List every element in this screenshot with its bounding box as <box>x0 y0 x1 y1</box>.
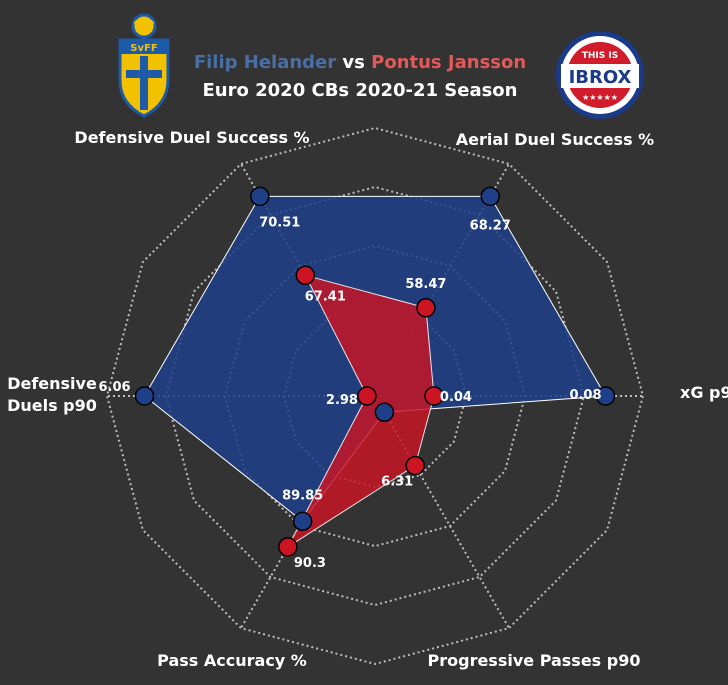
series-1-point-2 <box>480 186 500 207</box>
series-2-value-label-5: 90.3 <box>294 556 326 571</box>
series-1-point-4 <box>374 402 395 422</box>
player1-name: Filip Helander <box>193 52 337 73</box>
series-2-value-label-3: 0.04 <box>440 390 472 405</box>
series-2-point-2 <box>416 298 436 318</box>
series-1-point-3 <box>595 386 616 406</box>
series-1-value-label-2: 68.27 <box>470 218 511 233</box>
sweden-crest-icon: SvFF <box>118 13 170 118</box>
series-1-value-label-3: 0.08 <box>569 388 601 403</box>
series-2-point-1 <box>295 265 316 286</box>
series-2-point-3 <box>424 386 444 406</box>
series-1-point-6 <box>134 386 155 406</box>
series-1-value-label-6: 6.06 <box>98 380 130 395</box>
chart-subtitle: Euro 2020 CBs 2020-21 Season <box>202 80 518 101</box>
series-2-value-label-6: 2.98 <box>326 393 358 408</box>
series-2-point-4 <box>405 455 425 476</box>
series-2-point-5 <box>278 537 298 557</box>
series-1-point-5 <box>292 511 313 532</box>
series-2-value-label-1: 67.41 <box>305 289 346 304</box>
badge-stars-icon: ★★★★★ <box>582 93 618 102</box>
vs-text: vs <box>336 52 372 73</box>
series-2-value-label-4: 6.31 <box>381 475 413 490</box>
axis-label-6: Defensive Duels p90 <box>7 374 97 415</box>
series-1-value-label-5: 89.85 <box>282 488 323 503</box>
axis-label-4: Progressive Passes p90 <box>428 651 641 670</box>
axis-label-5: Pass Accuracy % <box>157 651 307 670</box>
player2-name: Pontus Jansson <box>371 52 527 73</box>
badge-main-text: IBROX <box>569 67 632 88</box>
axis-label-1: Defensive Duel Success % <box>74 128 309 147</box>
series-2-value-label-2: 58.47 <box>405 277 446 292</box>
chart-title: Filip Helander vs Pontus Jansson <box>140 52 580 73</box>
badge-top-text: THIS IS <box>582 51 618 61</box>
series-1-value-label-1: 70.51 <box>259 215 300 230</box>
axis-label-3: xG p90 <box>680 383 728 402</box>
series-1-point-1 <box>250 186 270 207</box>
svff-crest-text: SvFF <box>130 43 157 54</box>
series-2-point-6 <box>357 386 377 406</box>
axis-label-2: Aerial Duel Success % <box>456 130 654 149</box>
this-is-ibrox-badge: THIS IS IBROX ★★★★★ <box>556 31 644 119</box>
